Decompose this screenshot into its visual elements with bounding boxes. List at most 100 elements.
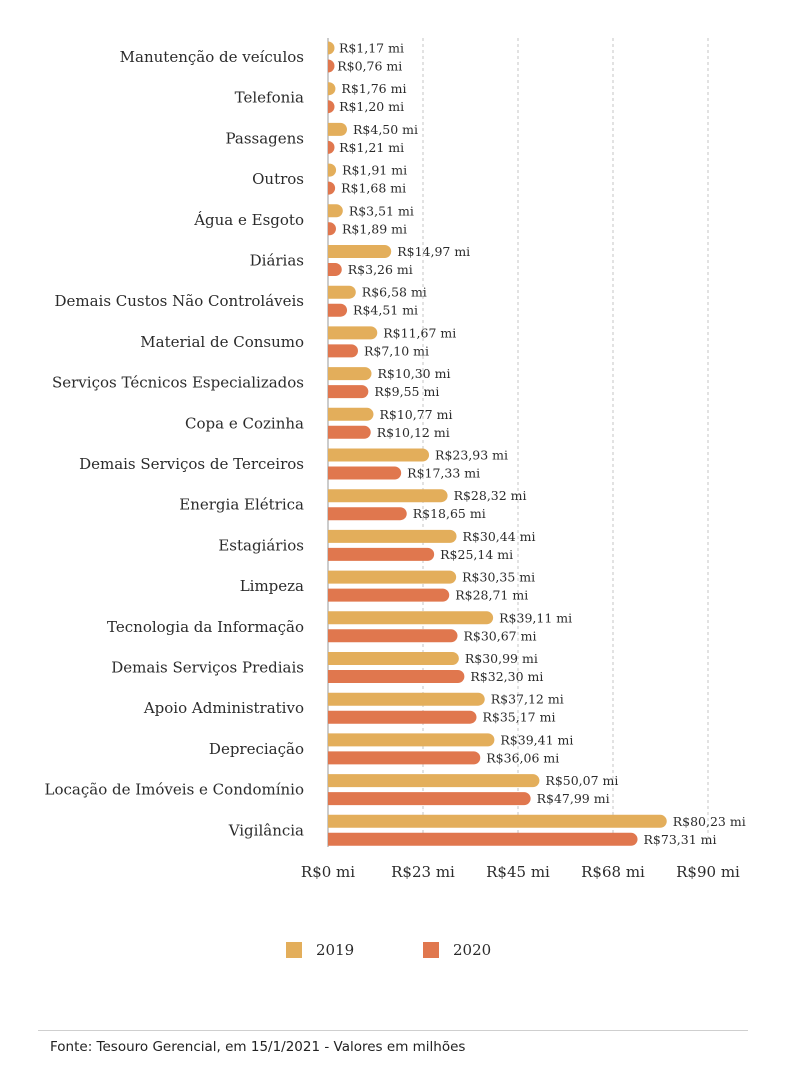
data-label-2020: R$32,30 mi (470, 669, 543, 684)
category-label: Depreciação (209, 740, 304, 758)
bar-2020 (328, 547, 435, 561)
bar-2019 (328, 41, 335, 55)
category-label: Limpeza (240, 577, 304, 595)
bar-2019 (328, 652, 459, 665)
category-label: Diárias (250, 252, 304, 270)
data-label-2019: R$37,12 mi (491, 692, 564, 707)
category-label: Manutenção de veículos (120, 48, 304, 66)
data-label-2020: R$1,20 mi (339, 99, 404, 114)
bar-2020 (328, 507, 407, 521)
bar-2020 (328, 792, 531, 806)
bar-2020 (328, 100, 335, 114)
data-label-2020: R$7,10 mi (364, 343, 429, 358)
legend-swatch-2020 (423, 942, 439, 958)
category-label: Material de Consumo (140, 333, 304, 351)
data-label-2019: R$1,76 mi (341, 81, 406, 96)
bar-2019 (328, 245, 392, 258)
category-label: Apoio Administrativo (143, 699, 304, 717)
data-label-2019: R$14,97 mi (397, 244, 470, 259)
bar-2020 (328, 751, 481, 765)
bar-2019 (328, 82, 336, 96)
data-label-2019: R$1,91 mi (342, 163, 407, 178)
x-tick-label: R$23 mi (391, 863, 455, 881)
bar-2020 (328, 140, 335, 154)
x-tick-label: R$0 mi (301, 863, 355, 881)
data-label-2019: R$30,44 mi (463, 529, 536, 544)
bar-2020 (328, 385, 369, 399)
bar-2020 (328, 344, 358, 358)
bar-2019 (328, 285, 356, 299)
x-tick-label: R$45 mi (486, 863, 550, 881)
data-label-2019: R$80,23 mi (673, 814, 746, 829)
data-label-2020: R$17,33 mi (407, 466, 480, 481)
bar-2019 (328, 326, 378, 340)
data-label-2020: R$3,26 mi (348, 262, 413, 277)
category-label: Demais Serviços Prediais (111, 659, 304, 677)
bar-2019 (328, 122, 347, 136)
bar-2019 (328, 611, 494, 625)
data-label-2019: R$30,35 mi (462, 570, 535, 585)
data-label-2020: R$47,99 mi (537, 791, 610, 806)
bar-2020 (328, 588, 450, 602)
legend-item-2020: 2020 (423, 941, 491, 959)
bar-2020 (328, 832, 638, 846)
category-label: Demais Serviços de Terceiros (79, 455, 304, 473)
bar-2020 (328, 466, 402, 480)
bar-2019 (328, 448, 430, 462)
data-label-2019: R$23,93 mi (435, 448, 508, 463)
category-label: Outros (252, 170, 304, 188)
data-label-2020: R$25,14 mi (440, 547, 513, 562)
data-label-2019: R$3,51 mi (349, 203, 414, 218)
bar-2019 (328, 774, 540, 788)
bar-2019 (328, 407, 374, 421)
data-label-2020: R$35,17 mi (482, 710, 555, 725)
data-label-2020: R$73,31 mi (644, 832, 717, 847)
data-label-2020: R$4,51 mi (353, 303, 418, 318)
data-label-2019: R$39,11 mi (499, 610, 572, 625)
category-label: Água e Esgoto (193, 211, 304, 229)
legend-label-2019: 2019 (316, 941, 355, 959)
category-label: Energia Elétrica (179, 496, 304, 514)
bar-2019 (328, 163, 337, 177)
data-label-2020: R$18,65 mi (413, 506, 486, 521)
bar-2019 (328, 733, 495, 747)
x-tick-label: R$90 mi (676, 863, 740, 881)
data-label-2019: R$30,99 mi (465, 651, 538, 666)
bar-2020 (328, 181, 336, 195)
data-label-2020: R$9,55 mi (374, 384, 439, 399)
bar-2019 (328, 529, 457, 543)
source-note: Fonte: Tesouro Gerencial, em 15/1/2021 -… (50, 1039, 466, 1055)
category-label: Telefonia (235, 89, 304, 107)
bar-2020 (328, 710, 477, 724)
footer-divider (38, 1030, 748, 1031)
bar-2020 (328, 59, 335, 73)
legend-swatch-2019 (286, 942, 302, 958)
chart-svg: Manutenção de veículos R$1,17 mi R$0,76 mi… (45, 38, 746, 881)
category-label: Estagiários (218, 536, 304, 554)
bar-2020 (328, 425, 371, 439)
legend-label-2020: 2020 (453, 941, 492, 959)
bar-2019 (328, 367, 372, 381)
data-label-2019: R$11,67 mi (383, 325, 456, 340)
data-label-2019: R$4,50 mi (353, 122, 418, 137)
data-label-2019: R$39,41 mi (500, 732, 573, 747)
bar-2019 (328, 570, 457, 584)
data-label-2019: R$1,17 mi (339, 41, 404, 56)
data-label-2020: R$28,71 mi (455, 588, 528, 603)
data-label-2020: R$1,68 mi (341, 181, 406, 196)
category-label: Tecnologia da Informação (107, 618, 304, 636)
category-label: Serviços Técnicos Especializados (52, 374, 304, 392)
category-label: Locação de Imóveis e Condomínio (45, 781, 304, 799)
bar-2020 (328, 303, 348, 317)
category-label: Vigilância (228, 821, 304, 839)
data-label-2019: R$10,77 mi (379, 407, 452, 422)
bar-2020 (328, 222, 336, 236)
bar-chart: Manutenção de veículos R$1,17 mi R$0,76 mi… (45, 38, 746, 881)
legend-item-2019: 2019 (286, 941, 354, 959)
bar-2019 (328, 204, 343, 218)
data-label-2019: R$6,58 mi (362, 285, 427, 300)
data-label-2020: R$10,12 mi (377, 425, 450, 440)
category-label: Passagens (225, 129, 304, 147)
x-tick-label: R$68 mi (581, 863, 645, 881)
category-label: Copa e Cozinha (185, 414, 304, 432)
